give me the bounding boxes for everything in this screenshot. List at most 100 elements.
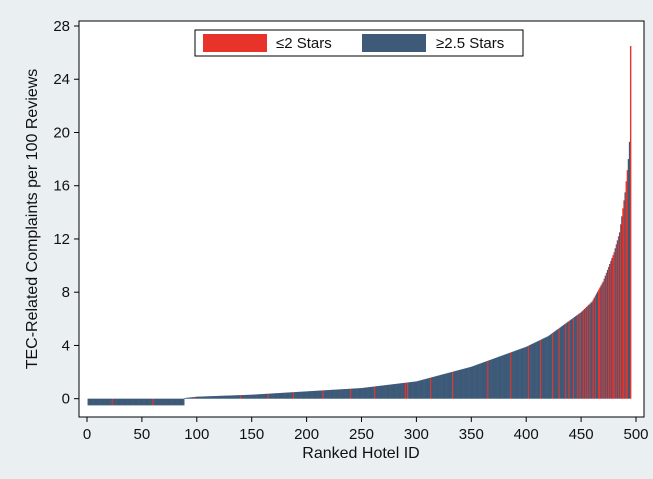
bar-hotel-415	[542, 338, 544, 399]
bar-hotel-77	[171, 398, 173, 406]
bar-hotel-151	[252, 394, 254, 399]
bar-hotel-254	[365, 387, 367, 399]
bar-hotel-355	[476, 364, 478, 399]
x-axis: 0 50 100 150 200 250 300 350 400 450 500	[83, 417, 649, 443]
bar-hotel-110	[207, 396, 209, 399]
bar-hotel-159	[261, 394, 263, 399]
bar-hotel-426	[554, 331, 556, 399]
bar-hotel-223	[331, 389, 333, 399]
bar-hotel-32	[121, 398, 123, 406]
bar-hotel-433	[561, 325, 564, 399]
bar-hotel-413	[539, 339, 542, 399]
bar-hotel-313	[430, 377, 432, 399]
bar-hotel-105	[201, 396, 204, 399]
bar-hotel-294	[409, 382, 411, 399]
bar-hotel-451	[581, 311, 584, 399]
bar-hotel-231	[340, 389, 342, 399]
bar-hotel-187	[291, 392, 294, 399]
bar-hotel-385	[509, 352, 511, 399]
bar-hotel-91	[186, 397, 188, 399]
bar-hotel-25	[113, 398, 116, 406]
bar-hotel-292	[407, 382, 409, 399]
bar-hotel-458	[589, 303, 591, 399]
bar-hotel-463	[594, 295, 597, 399]
bar-hotel-337	[456, 370, 458, 399]
bar-hotel-293	[408, 382, 410, 399]
bar-hotel-326	[444, 373, 446, 399]
bar-hotel-138	[237, 395, 240, 399]
bar-hotel-35	[124, 398, 127, 406]
bar-hotel-203	[309, 391, 311, 399]
bar-hotel-158	[259, 394, 262, 399]
bar-hotel-343	[463, 368, 465, 399]
bar-hotel-394	[519, 349, 521, 399]
bar-hotel-479	[612, 255, 614, 399]
bar-hotel-323	[441, 374, 443, 399]
bar-hotel-251	[362, 387, 364, 399]
bar-hotel-409	[535, 341, 537, 399]
bar-hotel-347	[467, 367, 469, 399]
bar-hotel-153	[254, 394, 256, 399]
bar-hotel-86	[180, 398, 183, 406]
bar-hotel-219	[326, 390, 329, 399]
bar-hotel-163	[265, 393, 267, 399]
bar-hotel-126	[224, 395, 227, 399]
bar-hotel-470	[602, 281, 604, 399]
bar-hotel-40	[130, 398, 132, 406]
bar-hotel-278	[391, 384, 394, 399]
bar-hotel-147	[247, 394, 250, 399]
bar-hotel-191	[296, 391, 298, 399]
bar-hotel-290	[404, 382, 407, 399]
bar-hotel-63	[155, 398, 158, 406]
bar-hotel-333	[452, 371, 454, 399]
bar-hotel-37	[127, 398, 129, 406]
bar-hotel-250	[360, 388, 363, 399]
legend-swatch-low-star	[203, 34, 267, 52]
bar-hotel-308	[424, 379, 427, 399]
bar-hotel-391	[515, 350, 518, 399]
bar-hotel-131	[230, 395, 232, 399]
bar-hotel-15	[102, 398, 105, 406]
bar-hotel-4	[90, 398, 93, 406]
bar-hotel-493	[627, 159, 630, 399]
bar-hotel-393	[517, 349, 520, 399]
bar-hotel-185	[289, 392, 291, 399]
bar-hotel-13	[100, 398, 103, 406]
bar-hotel-218	[325, 390, 328, 399]
bar-hotel-354	[475, 365, 477, 399]
bar-hotel-104	[200, 396, 203, 399]
bar-hotel-48	[139, 398, 141, 406]
bar-hotel-144	[244, 394, 246, 399]
bar-hotel-145	[245, 394, 248, 399]
bar-hotel-429	[557, 328, 559, 399]
bar-hotel-41	[131, 398, 133, 406]
bar-hotel-443	[572, 317, 575, 399]
bar-hotel-374	[497, 357, 499, 399]
bar-hotel-376	[499, 356, 501, 399]
bar-hotel-483	[616, 240, 619, 399]
bar-hotel-201	[307, 391, 309, 399]
bar-hotel-268	[380, 385, 383, 399]
bar-hotel-477	[610, 261, 612, 399]
bar-hotel-54	[145, 398, 148, 406]
bar-hotel-146	[246, 394, 249, 399]
bar-hotel-53	[144, 398, 147, 406]
bar-hotel-381	[504, 354, 507, 399]
bar-hotel-152	[253, 394, 255, 399]
x-tick-label: 0	[83, 426, 91, 443]
bar-hotel-474	[606, 269, 609, 399]
bar-hotel-461	[592, 299, 595, 399]
bar-hotel-111	[208, 396, 210, 399]
bar-hotel-140	[240, 395, 242, 399]
bar-hotel-259	[370, 386, 373, 399]
bar-hotel-21	[109, 398, 111, 406]
bar-hotel-338	[457, 370, 459, 399]
bar-hotel-367	[489, 359, 491, 399]
bar-hotel-26	[115, 398, 117, 406]
bar-hotel-204	[310, 391, 312, 399]
bar-hotel-363	[485, 361, 487, 399]
bar-hotel-410	[536, 341, 539, 399]
bar-hotel-281	[394, 383, 397, 399]
bar-hotel-375	[498, 356, 500, 399]
bar-hotel-142	[242, 395, 244, 399]
